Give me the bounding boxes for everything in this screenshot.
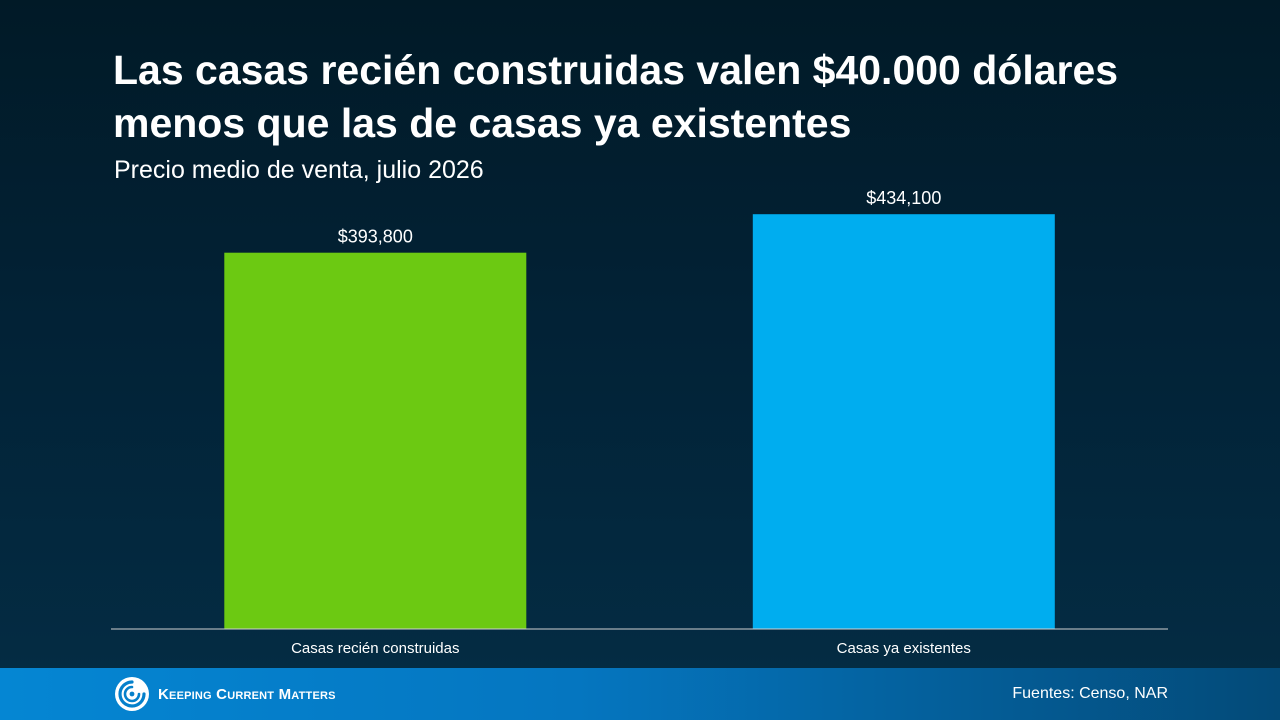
bar-1 bbox=[224, 252, 527, 629]
x-tick-labels-group: Casas recién construidas Casas ya existen… bbox=[291, 640, 971, 657]
swirl-logo-icon bbox=[115, 677, 149, 711]
chart-subtitle: Precio medio de venta, julio 2026 bbox=[114, 156, 484, 184]
bar-2 bbox=[752, 214, 1055, 629]
source-note: Fuentes: Censo, NAR bbox=[1012, 685, 1168, 702]
brand-name: Keeping Current Matters bbox=[158, 685, 336, 703]
data-label-2: $434,100 bbox=[866, 188, 941, 208]
bar-chart: $393,800 $434,100 Casas recién construida… bbox=[111, 188, 1168, 657]
x-tick-label-2: Casas ya existentes bbox=[837, 640, 971, 657]
brand-logo: Keeping Current Matters bbox=[114, 676, 336, 712]
chart-title: Las casas recién construidas valen $40.0… bbox=[113, 47, 1119, 146]
data-labels-group: $393,800 $434,100 bbox=[338, 188, 942, 247]
bars-group bbox=[224, 214, 1055, 629]
footer-bar: Keeping Current Matters Fuentes: Censo, … bbox=[0, 668, 1280, 720]
data-label-1: $393,800 bbox=[338, 227, 413, 247]
x-tick-label-1: Casas recién construidas bbox=[291, 640, 459, 657]
